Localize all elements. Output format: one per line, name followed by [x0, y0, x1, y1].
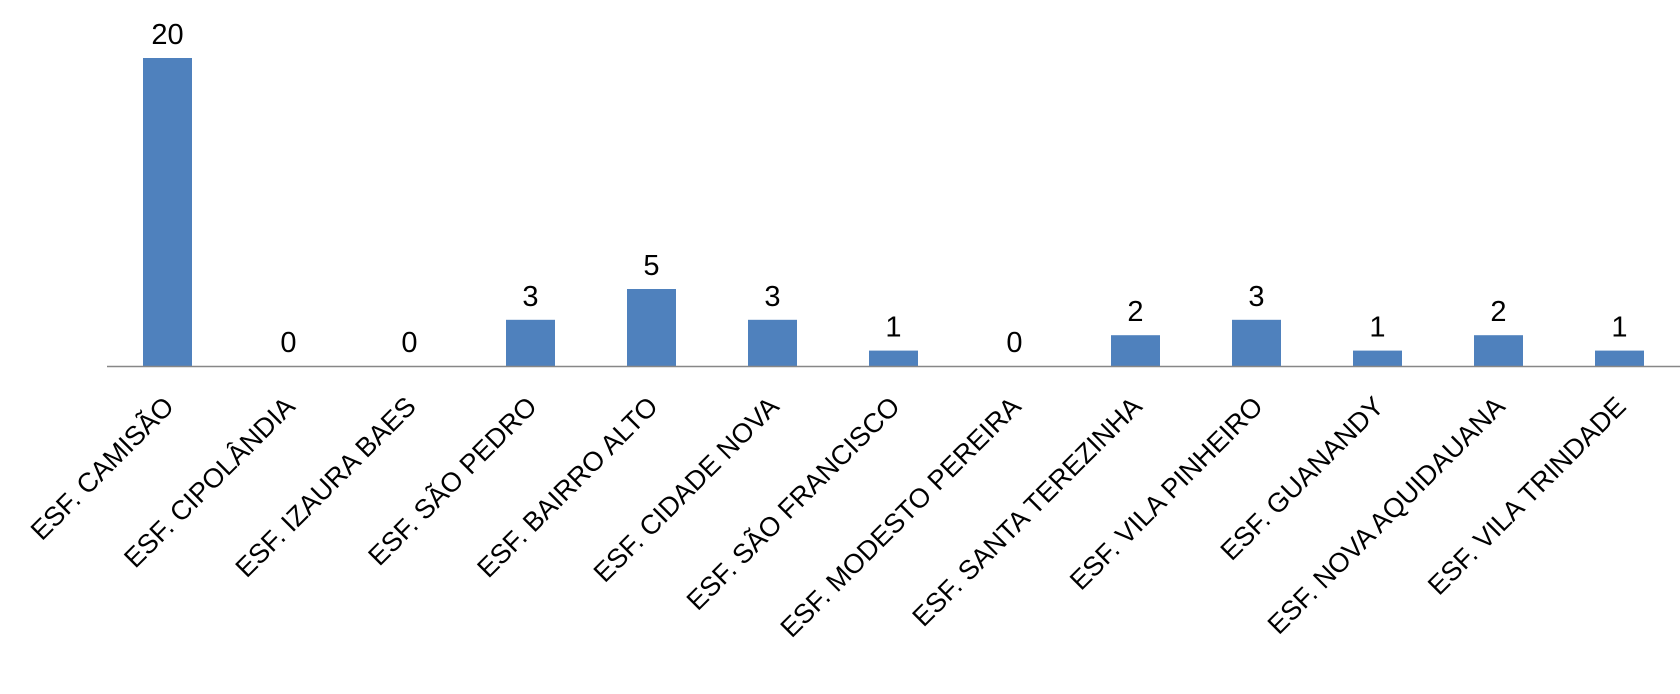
data-label: 1	[1369, 312, 1385, 344]
data-label: 1	[885, 312, 901, 344]
data-label: 5	[643, 250, 659, 282]
data-label: 2	[1127, 296, 1143, 328]
x-tick-label: ESF. NOVA AQUIDAUANA	[1262, 391, 1511, 640]
data-label: 1	[1611, 312, 1627, 344]
bar	[627, 289, 676, 366]
data-label: 3	[1248, 281, 1264, 313]
data-label: 0	[1006, 327, 1022, 359]
data-label: 2	[1490, 296, 1506, 328]
bar	[869, 350, 918, 366]
data-label: 0	[280, 327, 296, 359]
data-label: 0	[401, 327, 417, 359]
data-label: 3	[764, 281, 780, 313]
data-label: 3	[522, 281, 538, 313]
bar	[506, 319, 555, 366]
x-tick-label: ESF. SÃO FRANCISCO	[680, 390, 906, 616]
bars-group	[143, 58, 1644, 366]
data-label: 20	[151, 19, 183, 51]
bar	[748, 319, 797, 366]
data-labels-group: 20 0 0 3 5 3 1 0 2 3 1 2 1	[151, 19, 1627, 359]
bar	[143, 58, 192, 366]
bar	[1595, 350, 1644, 366]
bar	[1232, 319, 1281, 366]
x-tick-label: ESF. VILA TRINDADE	[1422, 391, 1632, 601]
bar	[1474, 335, 1523, 366]
bar	[1353, 350, 1402, 366]
x-tick-label: ESF. SANTA TEREZINHA	[907, 391, 1148, 632]
x-tick-label: ESF. MODESTO PEREIRA	[775, 391, 1027, 643]
bar	[1111, 335, 1160, 366]
